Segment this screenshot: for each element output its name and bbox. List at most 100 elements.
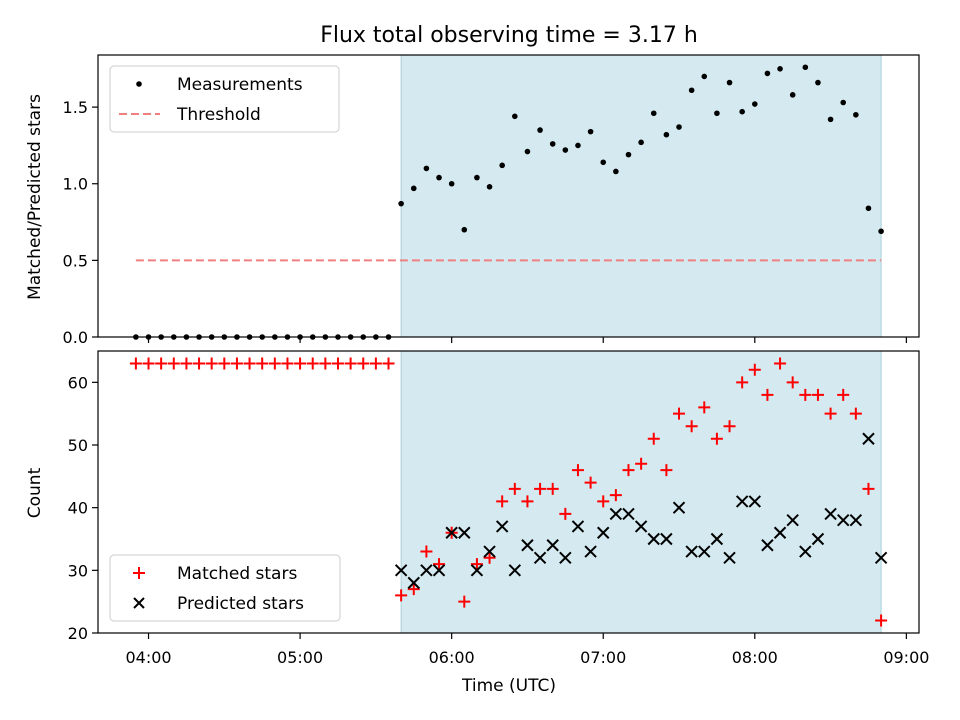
predicted-star-point	[710, 532, 724, 546]
matched-star-point	[584, 476, 597, 489]
matched-star-point	[243, 357, 256, 370]
bottom-y-tick-label: 50	[68, 436, 88, 455]
predicted-star-point	[874, 551, 888, 565]
matched-star-point	[571, 464, 584, 477]
matched-star-point	[761, 388, 774, 401]
top-shaded-region	[400, 54, 882, 338]
predicted-star-point	[799, 545, 812, 558]
top-y-tick-label: 1.5	[63, 98, 88, 117]
matched-star-point	[382, 357, 395, 370]
matched-star-point	[710, 432, 723, 445]
measurement-point	[865, 205, 872, 212]
matched-star-point	[281, 357, 294, 370]
predicted-star-point	[458, 526, 471, 539]
predicted-star-point	[432, 564, 446, 577]
measurement-point	[587, 128, 594, 135]
legend-threshold-label: Threshold	[176, 105, 261, 125]
predicted-star-point	[483, 545, 496, 558]
matched-star-point	[723, 420, 736, 433]
matched-star-point	[546, 482, 559, 495]
matched-star-point	[205, 357, 218, 370]
matched-star-point	[811, 388, 824, 401]
top-y-axis-label: Matched/Predicted stars	[25, 94, 45, 300]
predicted-star-point	[723, 551, 736, 565]
top-legend: Measurements Threshold	[109, 65, 340, 133]
matched-star-point	[647, 432, 660, 445]
predicted-star-point	[647, 532, 660, 546]
bottom-legend: Matched stars Predicted stars	[109, 554, 341, 622]
bottom-y-axis-label: Count	[25, 467, 45, 518]
matched-star-point	[230, 357, 243, 370]
measurement-point	[448, 180, 455, 187]
matched-star-point	[534, 482, 547, 495]
predicted-star-point	[571, 520, 585, 533]
legend-measurements-marker	[136, 81, 142, 87]
measurement-point	[676, 124, 682, 130]
x-tick-label: 09:00	[883, 648, 929, 667]
measurement-point	[398, 200, 404, 207]
matched-star-point	[673, 407, 686, 420]
measurement-point	[461, 226, 468, 233]
measurement-point	[537, 127, 543, 133]
matched-star-point	[609, 489, 622, 502]
matched-star-point	[508, 482, 521, 495]
matched-star-point	[369, 357, 382, 370]
measurement-point	[423, 165, 430, 172]
measurement-point	[474, 174, 480, 181]
matched-star-point	[786, 376, 799, 389]
predicted-star-point	[748, 495, 762, 508]
predicted-star-point	[698, 545, 711, 558]
measurement-point	[562, 147, 569, 153]
top-y-tick-label: 0.0	[63, 328, 88, 347]
measurement-point	[764, 70, 771, 77]
bottom-y-tick-label: 60	[68, 373, 88, 392]
measurement-point	[840, 99, 847, 106]
predicted-star-point	[660, 532, 673, 546]
predicted-star-point	[420, 564, 433, 577]
bottom-y-tick-label: 40	[68, 499, 88, 518]
measurement-point	[512, 113, 518, 120]
predicted-star-point	[824, 507, 837, 521]
matched-star-point	[774, 357, 787, 370]
predicted-star-point	[685, 545, 698, 558]
bottom-shaded-region	[400, 350, 882, 634]
predicted-star-point	[672, 501, 686, 514]
matched-star-point	[622, 464, 635, 477]
x-tick-label: 07:00	[580, 648, 626, 667]
matched-star-point	[433, 558, 446, 571]
measurement-point	[663, 131, 670, 138]
matched-star-point	[306, 357, 319, 370]
predicted-star-point	[761, 539, 774, 552]
measurement-point	[789, 92, 796, 98]
matched-star-point	[635, 457, 648, 470]
measurement-point	[739, 108, 745, 115]
top-panel: 0.0 0.5 1.0 1.5 Matched/Predicted stars Mea…	[25, 54, 920, 347]
legend-matched-marker	[133, 567, 145, 579]
legend-predicted-label: Predicted stars	[177, 594, 304, 614]
predicted-star-point	[786, 513, 799, 527]
x-tick-label: 06:00	[429, 648, 475, 667]
predicted-star-point	[849, 513, 863, 527]
matched-star-point	[218, 357, 231, 370]
top-y-tick-label: 1.0	[63, 175, 88, 194]
measurement-point	[726, 79, 733, 86]
predicted-star-point	[837, 513, 850, 527]
x-tick-label: 08:00	[732, 648, 778, 667]
matched-star-point	[193, 357, 206, 370]
measurement-point	[853, 111, 859, 118]
matched-star-point	[862, 482, 875, 495]
matched-star-point	[496, 495, 509, 508]
matched-star-point	[799, 388, 812, 401]
matched-star-point	[685, 420, 698, 433]
bottom-panel: 04:00 05:00 06:00 07:00 08:00 09:00 20 30 40 50 60…	[25, 350, 929, 696]
measurement-point	[524, 148, 531, 155]
measurement-point	[549, 141, 556, 147]
matched-star-point	[736, 376, 749, 389]
predicted-star-point	[773, 526, 787, 539]
matched-star-point	[521, 495, 534, 508]
predicted-star-point	[470, 564, 484, 577]
matched-star-point	[698, 401, 711, 414]
matched-star-point	[256, 357, 269, 370]
matched-star-point	[129, 357, 142, 370]
